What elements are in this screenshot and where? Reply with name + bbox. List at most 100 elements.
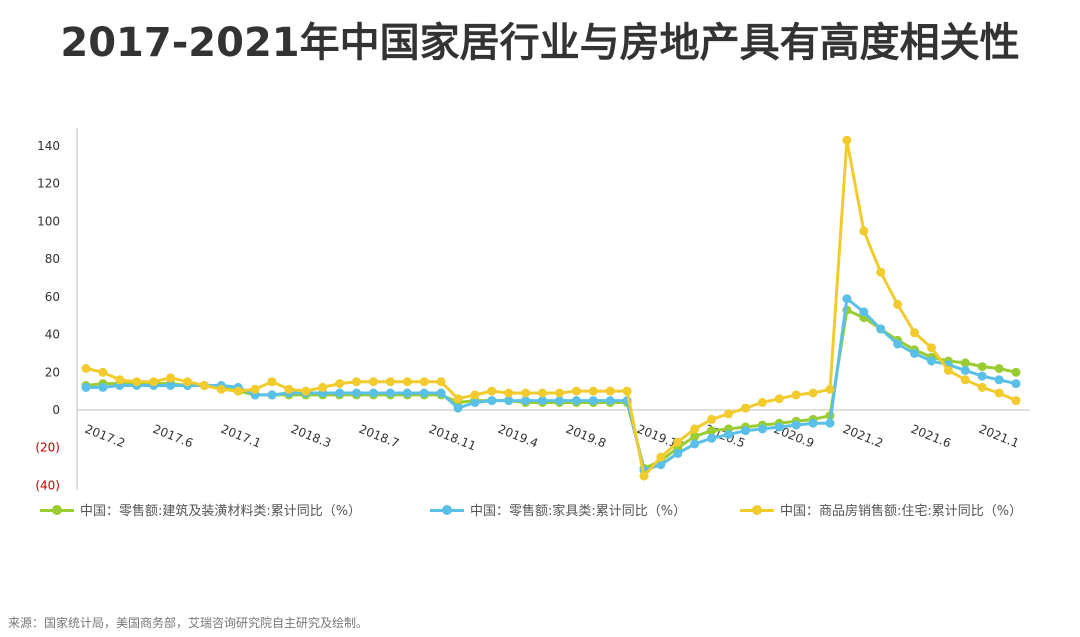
data-point <box>656 452 666 462</box>
data-point <box>504 388 514 398</box>
data-point <box>301 386 311 396</box>
series-line <box>85 367 442 393</box>
data-point <box>960 358 970 368</box>
data-point <box>318 382 328 392</box>
y-tick-label: 80 <box>45 252 60 266</box>
data-point <box>555 396 564 406</box>
data-point <box>385 377 395 387</box>
x-tick-label: 2019.8 <box>564 422 608 451</box>
data-point <box>960 365 970 375</box>
data-point <box>352 377 361 387</box>
data-point <box>267 390 277 400</box>
y-tick-label: 20 <box>45 365 60 379</box>
legend-label: 中国：商品房销售额:住宅:累计同比（%） <box>780 504 1023 519</box>
chart-legend: 中国：零售额:建筑及装潢材料类:累计同比（%） 中国：零售额:家具类:累计同比（… <box>40 500 1080 528</box>
data-point <box>521 396 531 406</box>
data-point <box>352 388 361 398</box>
legend-swatch-yellow <box>740 502 774 518</box>
series-line <box>828 297 1017 424</box>
legend-label: 中国：零售额:家具类:累计同比（%） <box>470 504 687 519</box>
y-tick-label: 140 <box>37 139 60 153</box>
data-point <box>707 414 717 424</box>
chart-axes <box>76 128 1030 490</box>
y-axis-ticks: 140 120 100 80 60 40 20 0 (20) (40) <box>35 139 60 492</box>
data-point <box>808 388 818 398</box>
data-point <box>385 388 395 398</box>
data-point <box>115 375 125 385</box>
data-point <box>571 396 581 406</box>
data-point <box>588 396 598 406</box>
data-point <box>774 394 784 404</box>
legend-item-furniture: 中国：零售额:家具类:累计同比（%） <box>430 500 686 519</box>
data-point <box>977 362 987 372</box>
data-point <box>216 384 226 394</box>
data-point <box>588 386 598 396</box>
data-point <box>977 371 987 381</box>
data-point <box>369 377 378 387</box>
data-point <box>453 403 463 413</box>
y-tick-label: (20) <box>35 441 60 455</box>
data-point <box>943 365 953 375</box>
data-point <box>927 356 936 366</box>
legend-label: 中国：零售额:建筑及装潢材料类:累计同比（%） <box>80 504 362 519</box>
data-point <box>1011 367 1021 377</box>
data-point <box>639 471 649 481</box>
data-point <box>656 460 666 470</box>
x-tick-label: 2017.1 <box>219 422 263 451</box>
data-point <box>808 418 818 428</box>
data-point <box>605 386 615 396</box>
data-point <box>876 267 886 277</box>
data-point <box>538 388 547 398</box>
data-point <box>707 426 717 436</box>
y-tick-label: 0 <box>52 403 60 417</box>
x-tick-label: 2018.7 <box>357 422 401 451</box>
data-point <box>98 382 108 392</box>
data-point <box>927 343 936 353</box>
series-2 <box>81 135 1021 481</box>
data-point <box>859 307 869 317</box>
x-tick-label: 2019.4 <box>496 422 540 451</box>
data-point <box>893 299 903 309</box>
data-point <box>166 381 175 390</box>
data-point <box>842 135 852 145</box>
series-line <box>86 384 442 397</box>
data-point <box>402 377 412 387</box>
data-point <box>893 339 903 349</box>
data-point <box>183 377 192 387</box>
y-tick-label: 120 <box>37 177 60 191</box>
data-point <box>910 348 919 358</box>
x-tick-label: 2017.6 <box>151 422 195 451</box>
chart-title: 2017-2021年中国家居行业与房地产具有高度相关性 <box>60 20 1020 66</box>
data-point <box>1011 379 1021 389</box>
series-lines <box>81 135 1021 481</box>
x-tick-label: 2017.2 <box>83 422 127 451</box>
x-tick-label: 2018.11 <box>427 422 478 454</box>
data-point <box>791 420 801 430</box>
data-point <box>487 386 497 396</box>
data-point <box>690 424 700 434</box>
series-line <box>440 380 628 401</box>
legend-swatch-green <box>40 502 74 518</box>
data-point <box>757 424 767 434</box>
data-point <box>555 388 564 398</box>
data-point <box>791 390 801 400</box>
x-tick-label: 2021.2 <box>841 422 885 451</box>
data-point <box>419 377 429 387</box>
data-point <box>910 328 919 338</box>
series-line <box>828 138 1017 402</box>
data-point <box>741 426 750 436</box>
data-point <box>673 448 683 458</box>
data-point <box>690 431 700 441</box>
data-point <box>335 379 345 389</box>
data-point <box>690 439 700 449</box>
data-point <box>453 394 463 404</box>
data-point <box>521 388 531 398</box>
data-point <box>605 396 615 406</box>
data-point <box>1011 396 1021 406</box>
x-tick-label: 2018.3 <box>289 422 333 451</box>
data-point <box>98 367 108 377</box>
data-point <box>267 377 277 387</box>
data-point <box>757 398 767 407</box>
y-tick-label: (40) <box>35 478 60 492</box>
